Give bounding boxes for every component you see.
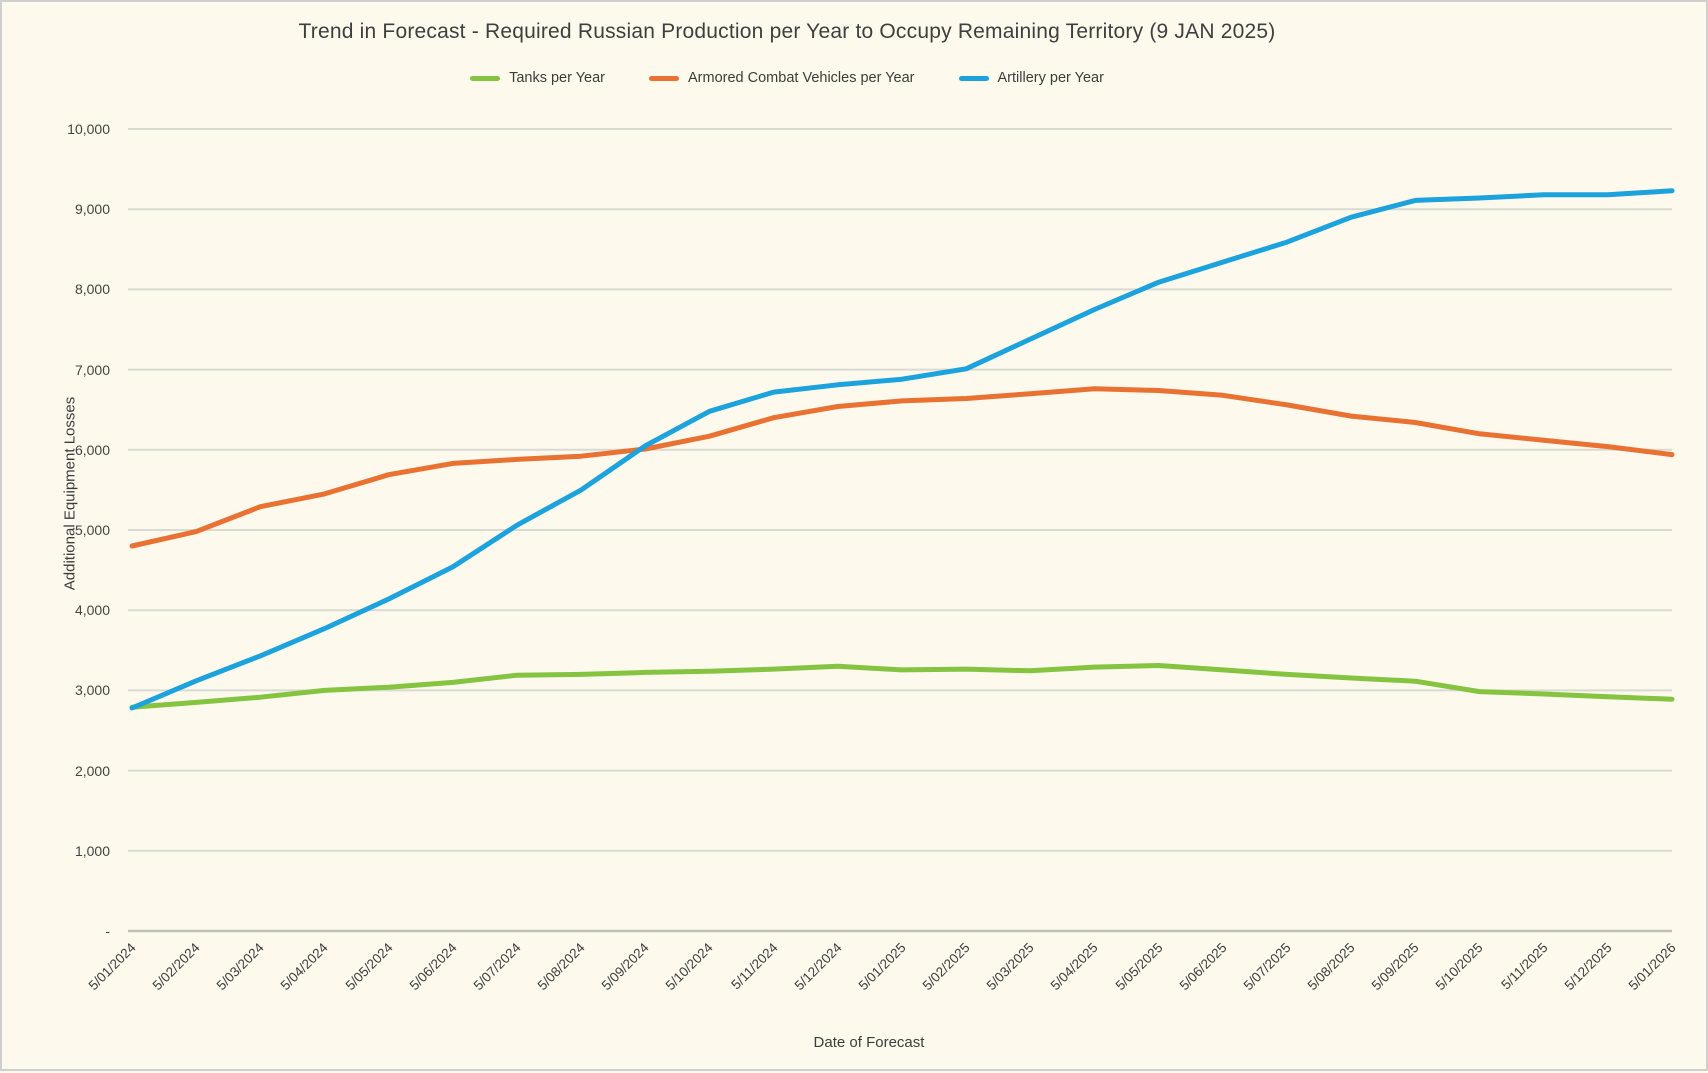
- y-tick-label: 6,000: [74, 441, 110, 458]
- y-tick-label: 9,000: [74, 201, 110, 218]
- y-axis-title: Additional Equipment Losses: [61, 396, 79, 591]
- y-tick-label: 10,000: [67, 121, 110, 137]
- chart-legend: Tanks per Year Armored Combat Vehicles pe…: [2, 70, 1572, 86]
- series-line-tanks-per-year: [129, 663, 1675, 710]
- legend-label: Tanks per Year: [509, 70, 606, 86]
- y-tick-label: 8,000: [74, 281, 110, 298]
- y-tick-label: 5,000: [74, 522, 110, 538]
- legend-label: Artillery per Year: [997, 70, 1104, 86]
- legend-label: Armored Combat Vehicles per Year: [688, 70, 915, 86]
- chart-title: Trend in Forecast - Required Russian Pro…: [298, 20, 1276, 43]
- series-line-armored-combat-vehicles-per-year: [129, 386, 1675, 549]
- series-line-artillery-per-year: [129, 188, 1675, 711]
- y-tick-label: -: [105, 923, 110, 939]
- y-tick-label: 2,000: [74, 762, 110, 779]
- legend-swatch-icon: [649, 75, 680, 81]
- legend-swatch-icon: [958, 75, 989, 81]
- legend-item-artillery-per-year: Artillery per Year: [958, 70, 1104, 86]
- legend-swatch-icon: [470, 75, 501, 81]
- y-tick-label: 7,000: [74, 361, 110, 378]
- y-tick-label: 3,000: [74, 682, 110, 699]
- legend-item-tanks-per-year: Tanks per Year: [470, 70, 605, 86]
- y-tick-label: 1,000: [74, 842, 110, 859]
- y-tick-label: 4,000: [74, 602, 110, 619]
- legend-item-armored-combat-vehicles-per-year: Armored Combat Vehicles per Year: [649, 70, 915, 86]
- x-axis-title: Date of Forecast: [813, 1034, 925, 1051]
